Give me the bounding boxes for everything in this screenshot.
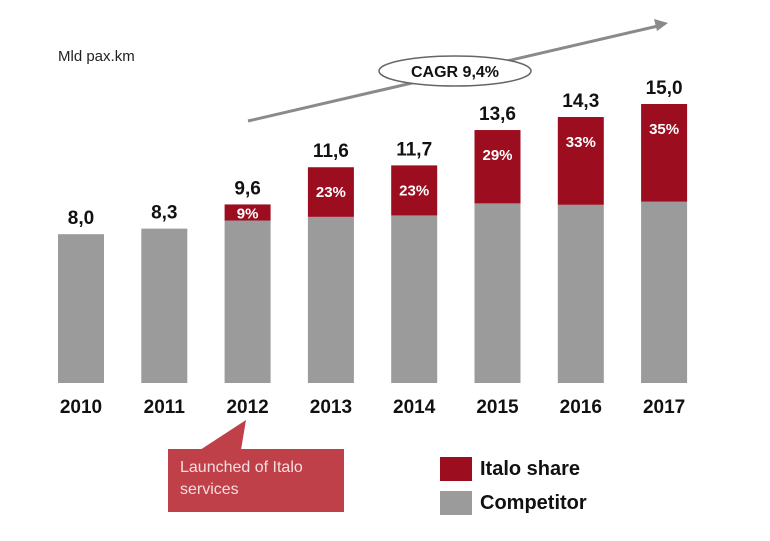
legend-item-competitor: Competitor [440,486,587,520]
bar-competitor-2012 [224,220,271,383]
bar-competitor-2013 [307,216,354,383]
legend-swatch-italo [440,457,472,481]
bar-italo-2012 [224,204,271,221]
cagr-label: CAGR 9,4% [411,64,499,81]
total-label-2014: 11,7 [396,139,432,160]
x-tick-2016: 2016 [560,397,602,418]
total-label-2016: 14,3 [562,91,599,112]
bar-competitor-2011 [141,228,188,383]
share-label-2017: 35% [649,121,679,138]
share-label-2016: 33% [566,134,596,151]
total-label-2012: 9,6 [234,178,260,199]
cagr-ellipse [378,55,532,87]
bar-italo-2016 [557,117,604,205]
share-label-2013: 23% [316,184,346,201]
bar-competitor-2016 [557,204,604,383]
callout-line-0: Launched of Italo [180,459,303,476]
x-tick-2014: 2014 [393,397,436,418]
total-label-2017: 15,0 [646,78,683,99]
callout-pointer [200,420,246,450]
callout-box [168,449,344,512]
bar-italo-2014 [391,165,438,216]
callout-line-1: services [180,481,239,498]
legend-item-italo: Italo share [440,452,587,486]
x-tick-2017: 2017 [643,397,685,418]
unit-label: Mld pax.km [58,48,135,65]
x-tick-2012: 2012 [226,397,268,418]
total-label-2013: 11,6 [313,141,349,162]
x-tick-2013: 2013 [310,397,352,418]
bar-italo-2015 [474,130,521,204]
bar-competitor-2015 [474,203,521,383]
share-label-2014: 23% [399,182,429,199]
bar-italo-2013 [307,167,354,217]
x-tick-2010: 2010 [60,397,102,418]
x-tick-2011: 2011 [144,397,186,418]
total-label-2011: 8,3 [151,203,177,224]
bar-italo-2017 [641,104,688,202]
legend: Italo share Competitor [440,452,587,520]
x-tick-2015: 2015 [476,397,519,418]
total-label-2015: 13,6 [479,104,516,125]
bar-competitor-2010 [58,234,104,383]
legend-swatch-competitor [440,491,472,515]
share-label-2015: 29% [482,147,512,164]
bar-competitor-2017 [641,201,688,383]
total-label-2010: 8,0 [68,208,94,229]
bar-competitor-2014 [391,215,438,383]
legend-label-competitor: Competitor [480,491,587,514]
legend-label-italo: Italo share [480,457,581,480]
cagr-arrow-head [654,19,668,31]
share-label-2012: 9% [237,205,259,222]
